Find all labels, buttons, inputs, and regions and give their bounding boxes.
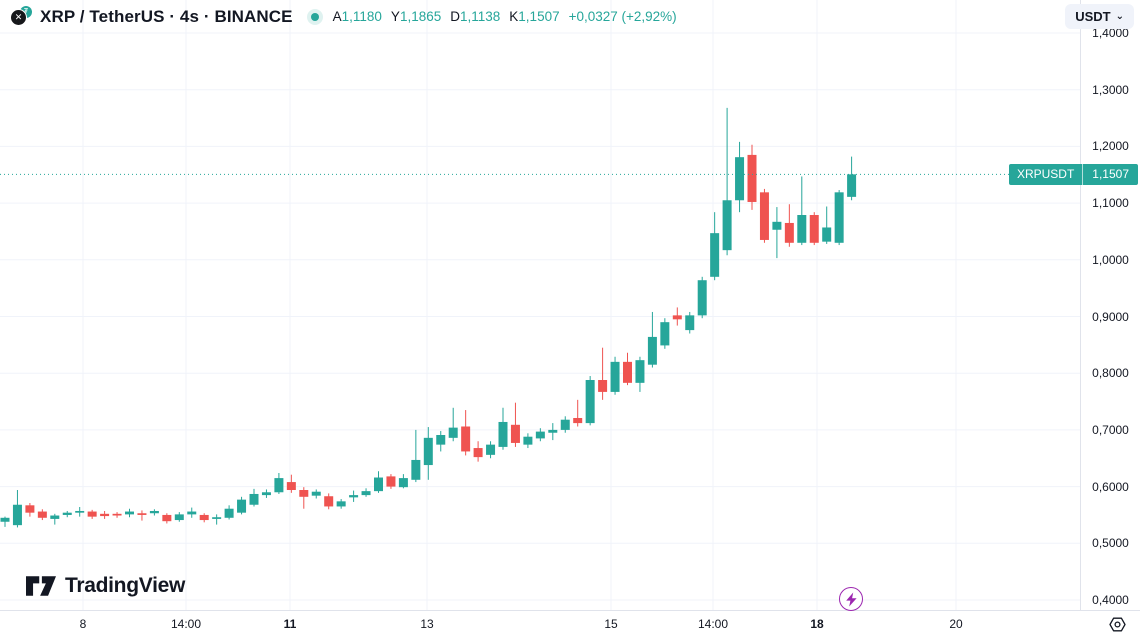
price-axis-label: 0,8000 [1092, 366, 1129, 381]
time-axis-label: 8 [79, 617, 87, 631]
tradingview-logo-text: TradingView [65, 574, 186, 597]
currency-selector-label: USDT [1075, 9, 1111, 24]
flash-data-button[interactable] [839, 587, 863, 611]
toolbar: ₮ ✕ XRP / TetherUS · 4s · BINANCE A1,118… [0, 0, 1140, 33]
price-axis-label: 1,3000 [1092, 82, 1129, 97]
tradingview-logo[interactable]: TradingView [26, 573, 185, 599]
high-label: Y [390, 9, 400, 24]
price-axis-label: 0,9000 [1092, 309, 1129, 324]
symbol-title[interactable]: XRP / TetherUS · 4s · BINANCE [40, 6, 293, 26]
high-value: 1,1865 [399, 9, 442, 24]
live-status-dot [310, 12, 319, 21]
open-label: A [332, 9, 342, 24]
xrp-coin-icon: ✕ [10, 8, 27, 26]
price-axis-label: 0,6000 [1092, 479, 1129, 494]
low-value: 1,1138 [459, 9, 501, 24]
tradingview-logo-icon [26, 576, 56, 596]
ohlc-legend: A1,1180 Y1,1865 D1,1138 K1,1507 +0,0327 … [333, 9, 677, 24]
price-badge-value: 1,1507 [1082, 163, 1138, 185]
time-axis-label: 14:00 [170, 617, 202, 631]
chevron-down-icon: ⌄ [1115, 10, 1124, 22]
pair-logo: ₮ ✕ [8, 5, 34, 29]
price-badge-symbol: XRPUSDT [1016, 167, 1075, 182]
price-axis-label: 0,4000 [1092, 593, 1129, 607]
price-badge[interactable]: XRPUSDT 1,1507 [1008, 163, 1138, 185]
currency-selector-button[interactable]: USDT ⌄ [1065, 4, 1134, 29]
close-value: 1,1507 [518, 9, 560, 24]
change-value: +0,0327 (+2,92%) [568, 9, 677, 24]
time-axis[interactable]: 8 14:00 11 13 15 14:00 18 20 [0, 610, 1140, 637]
time-axis-label: 14:00 [697, 617, 729, 631]
price-axis-label: 0,7000 [1092, 422, 1129, 437]
price-axis-label: 1,2000 [1092, 139, 1129, 154]
candlestick-chart[interactable] [0, 0, 1080, 610]
lightning-bolt-icon [845, 592, 857, 606]
time-axis-label: 15 [604, 617, 618, 631]
price-axis-label: 0,5000 [1092, 536, 1129, 551]
price-axis-label: 1,1000 [1092, 196, 1129, 211]
axis-settings-icon[interactable] [1109, 616, 1126, 633]
close-label: K [509, 9, 519, 24]
price-axis[interactable]: 1,4000 1,3000 1,2000 1,1000 1,0000 0,9000 0,80… [1080, 0, 1140, 610]
open-value: 1,1180 [341, 9, 382, 24]
time-axis-label: 18 [810, 617, 824, 631]
time-axis-label: 11 [283, 617, 297, 631]
time-axis-label: 20 [949, 617, 963, 631]
price-axis-label: 1,0000 [1092, 252, 1129, 267]
low-label: D [450, 9, 460, 24]
price-axis-label: 1,4000 [1092, 26, 1129, 40]
time-axis-label: 13 [420, 617, 434, 631]
